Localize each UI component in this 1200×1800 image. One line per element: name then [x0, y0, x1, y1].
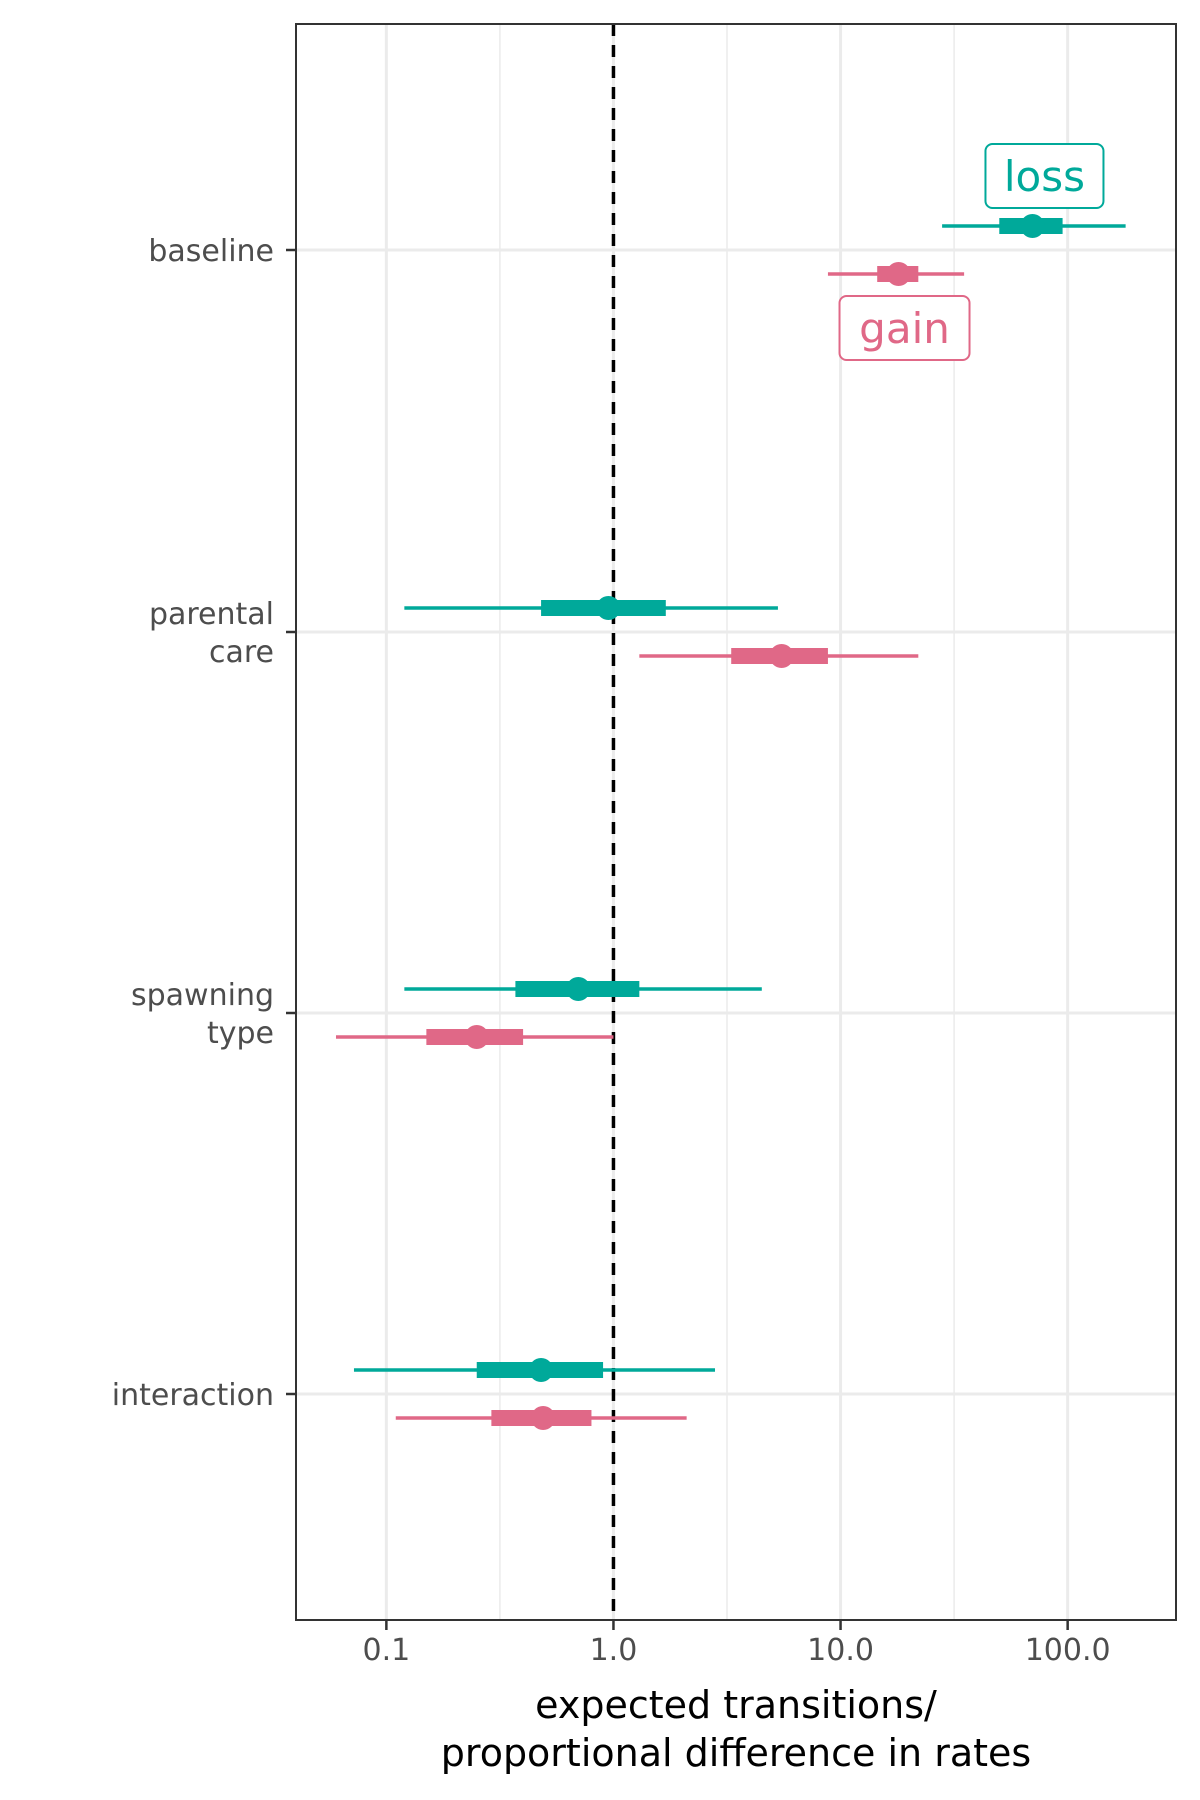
- series-label-box-loss: [984, 143, 1105, 209]
- x-tick-label: 10.0: [807, 1633, 874, 1668]
- median-point-loss: [1020, 214, 1045, 238]
- x-axis-title: expected transitions/: [535, 1683, 937, 1727]
- series-label-box-gain: [838, 295, 971, 361]
- x-axis-title: proportional difference in rates: [441, 1731, 1031, 1775]
- median-point-loss: [566, 977, 591, 1001]
- y-category-label: care: [209, 635, 274, 670]
- y-category-label: parental: [149, 597, 274, 632]
- y-category-label: spawning: [131, 978, 274, 1013]
- legend-labels-layer: loss gain: [838, 143, 1105, 361]
- y-category-label: interaction: [112, 1378, 274, 1413]
- median-point-gain: [464, 1025, 489, 1049]
- series-label-loss: loss: [1004, 152, 1085, 201]
- median-point-gain: [769, 644, 794, 668]
- median-point-gain: [531, 1406, 556, 1430]
- x-tick-label: 0.1: [363, 1633, 411, 1668]
- series-label-gain: gain: [859, 304, 950, 353]
- y-category-label: type: [207, 1016, 274, 1051]
- y-category-label: baseline: [148, 234, 274, 269]
- median-point-gain: [886, 262, 911, 286]
- x-tick-label: 1.0: [590, 1633, 638, 1668]
- data-layer: [335, 214, 1126, 1430]
- median-point-loss: [596, 596, 621, 620]
- plot-panel-border: [295, 23, 1177, 1621]
- x-tick-label: 100.0: [1025, 1633, 1111, 1668]
- median-point-loss: [529, 1358, 554, 1382]
